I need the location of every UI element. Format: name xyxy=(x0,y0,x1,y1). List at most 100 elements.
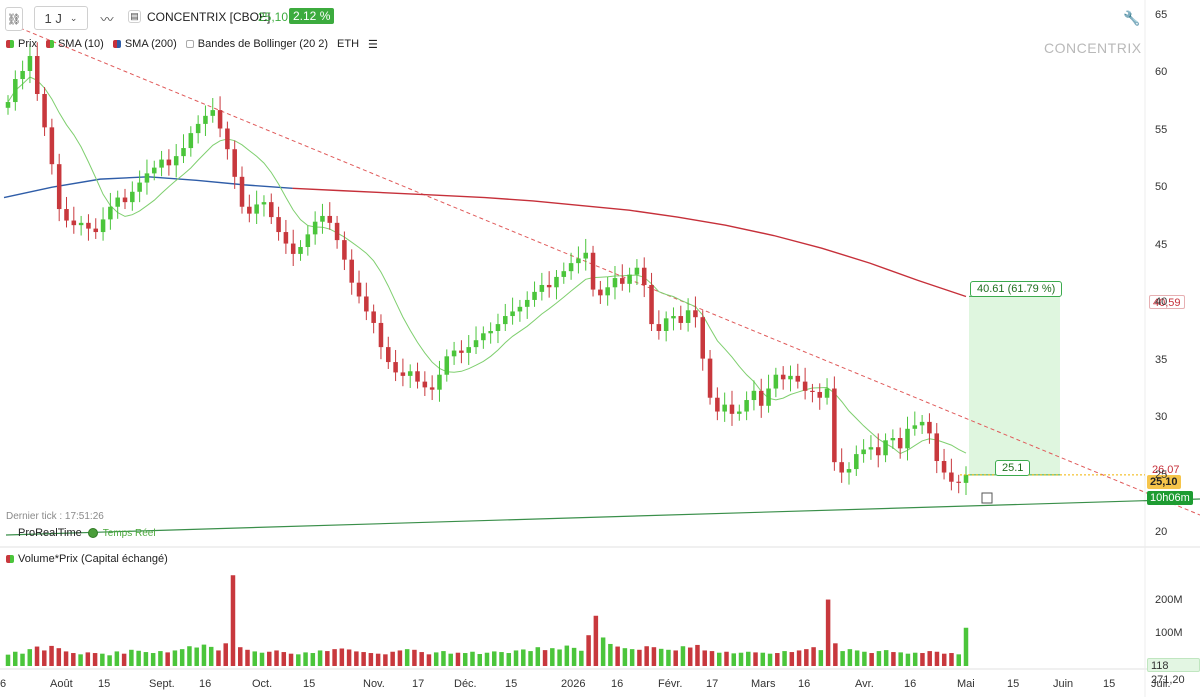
target-box-label[interactable]: 40.61 (61.79 %) xyxy=(970,281,1063,297)
volume-bar xyxy=(375,653,381,666)
time-axis-label: 15 xyxy=(1007,678,1020,690)
candle-body xyxy=(554,276,559,288)
support-trendline xyxy=(5,498,1200,536)
candle-body xyxy=(868,447,874,450)
candle-body xyxy=(137,182,142,192)
candle-body xyxy=(707,358,713,398)
volume-bar xyxy=(230,575,236,666)
provider-status: Temps Réel xyxy=(102,527,156,539)
legend-sma200[interactable]: SMA (200) xyxy=(112,38,177,50)
candle-body xyxy=(561,271,567,277)
candle-body xyxy=(890,438,896,441)
volume-bar xyxy=(804,649,809,666)
volume-bar xyxy=(840,651,845,666)
wrench-icon[interactable]: 🔧 xyxy=(1123,10,1141,26)
candle-body xyxy=(788,375,793,380)
volume-bar xyxy=(564,645,570,666)
sma200-swatch-icon xyxy=(112,40,121,48)
volume-bar xyxy=(528,651,533,666)
time-axis-label: 17 xyxy=(706,678,719,690)
volume-bar xyxy=(571,647,577,666)
volume-bar xyxy=(716,652,722,666)
volume-bar xyxy=(499,652,504,666)
candle-body xyxy=(64,209,69,221)
volume-bar xyxy=(608,643,613,666)
time-axis-label: 6 xyxy=(0,678,7,690)
candle-body xyxy=(524,299,530,307)
list-icon[interactable]: ☰ xyxy=(368,38,378,51)
volume-bar xyxy=(346,649,352,666)
candle-body xyxy=(780,374,786,380)
volume-bar xyxy=(782,651,787,666)
volume-bar xyxy=(615,646,620,666)
volume-bar xyxy=(5,654,11,666)
candle-body xyxy=(685,310,691,323)
volume-swatch-icon xyxy=(6,555,14,563)
legend-price[interactable]: Prix xyxy=(6,38,37,50)
candle-body xyxy=(605,287,610,296)
interval-selector[interactable]: 1 J ⌄ xyxy=(34,6,88,30)
volume-bar xyxy=(724,651,729,666)
symbol-info-icon[interactable]: ▤ xyxy=(128,10,141,23)
candle-body xyxy=(744,400,749,412)
candle-body xyxy=(612,278,618,288)
volume-bar xyxy=(637,649,642,666)
candle-body xyxy=(86,222,91,229)
candle-body xyxy=(949,472,954,482)
volume-bar xyxy=(201,644,207,666)
volume-bar xyxy=(49,645,54,666)
change-badge: 2.12 % xyxy=(289,8,335,24)
volume-bar xyxy=(876,651,882,666)
candle-body xyxy=(210,110,216,116)
candle-body xyxy=(254,204,259,214)
candle-body xyxy=(298,247,303,254)
time-axis-label: 15 xyxy=(98,678,111,690)
volume-bar xyxy=(796,650,802,666)
volume-legend[interactable]: Volume*Prix (Capital échangé) xyxy=(6,553,168,565)
candle-body xyxy=(422,381,428,388)
candle-body xyxy=(386,347,391,363)
candle-body xyxy=(583,252,588,259)
link-icon[interactable]: ⛓ xyxy=(5,7,23,31)
price-axis-label: 55 xyxy=(1155,123,1168,136)
volume-bar xyxy=(426,654,432,666)
candle-body xyxy=(729,404,735,414)
chart-type-icon[interactable]: 〰 xyxy=(95,6,119,30)
volume-bar xyxy=(825,599,831,666)
entry-box-label[interactable]: 25.1 xyxy=(995,460,1031,476)
chevron-down-icon: ⌄ xyxy=(69,12,78,23)
symbol-title[interactable]: CONCENTRIX [CBOE] xyxy=(147,10,271,24)
legend-bollinger[interactable]: Bandes de Bollinger (20 2) xyxy=(185,38,328,50)
volume-bar xyxy=(223,643,228,666)
legend-eth[interactable]: ETH xyxy=(337,38,359,50)
volume-bar xyxy=(905,653,911,666)
volume-bar xyxy=(833,643,838,666)
candle-body xyxy=(78,222,84,226)
volume-bar xyxy=(492,651,497,666)
candle-body xyxy=(846,469,852,473)
volume-bar xyxy=(179,649,185,666)
volume-bar xyxy=(303,652,308,666)
candle-body xyxy=(188,133,194,149)
volume-bar xyxy=(862,651,867,666)
legend-eth-label: ETH xyxy=(337,38,360,50)
volume-bar xyxy=(296,654,301,666)
volume-bar xyxy=(136,650,141,666)
candle-body xyxy=(181,148,186,157)
candle-body xyxy=(115,197,120,207)
volume-bar xyxy=(731,653,737,666)
volume-bar xyxy=(818,650,824,666)
volume-bar xyxy=(419,652,424,666)
volume-bar xyxy=(172,650,178,666)
candle-body xyxy=(598,289,603,296)
candle-body xyxy=(758,390,764,406)
volume-bar xyxy=(383,654,388,666)
volume-bar xyxy=(629,649,635,666)
volume-bar xyxy=(252,651,258,666)
price-axis-label: 65 xyxy=(1155,8,1168,21)
volume-bar xyxy=(484,652,490,666)
provider-name: ProRealTime xyxy=(18,527,82,539)
candle-body xyxy=(305,234,311,248)
legend-sma10[interactable]: SMA (10) xyxy=(45,38,104,50)
